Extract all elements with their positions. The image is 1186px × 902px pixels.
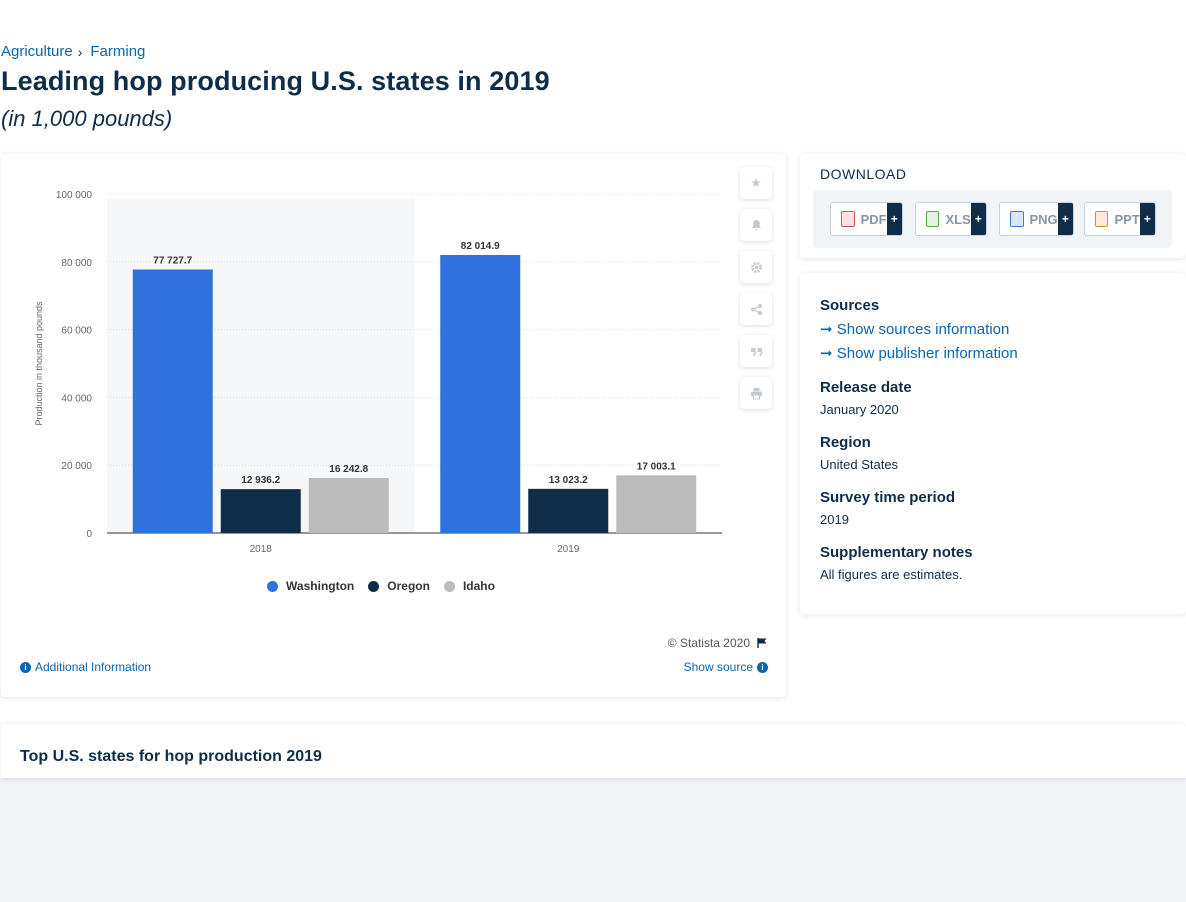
show-sources-link[interactable]: ➞ Show sources information [820,320,1009,338]
download-title: DOWNLOAD [820,166,907,182]
breadcrumb: Agriculture › Farming [1,43,145,60]
download-pdf-label: PDF [860,211,887,227]
copyright-text: © Statista 2020 [667,636,750,650]
star-icon[interactable]: ★ [740,167,772,199]
legend-label: Idaho [462,579,495,593]
bar-idaho-2019 [616,475,697,533]
legend-item-idaho[interactable]: Idaho [443,579,495,593]
show-publisher-link[interactable]: ➞ Show publisher information [820,344,1018,362]
y-tick-label: 0 [86,529,92,540]
legend-label: Oregon [387,579,430,593]
ppt-file-icon [1095,211,1109,227]
bar-oregon-2019 [528,488,609,533]
data-label: 16 242.8 [329,464,368,475]
download-xls-button[interactable]: XLS + [915,202,987,236]
show-source-link[interactable]: Show source i [684,660,768,674]
breadcrumb-agriculture[interactable]: Agriculture [1,43,73,60]
download-png-label: PNG [1029,211,1058,227]
download-ppt-label: PPT [1114,211,1140,227]
region-value: United States [820,457,899,472]
bar-washington-2019 [440,254,521,533]
gear-icon[interactable] [740,251,772,283]
download-ppt-button[interactable]: PPT + [1084,202,1156,236]
print-icon[interactable] [740,377,772,409]
share-icon[interactable] [740,293,772,325]
survey-period-value: 2019 [820,512,849,527]
info-icon: i [757,661,768,673]
bar-idaho-2018 [308,477,389,533]
show-publisher-label: Show publisher information [836,345,1018,362]
xls-file-icon [926,211,940,227]
additional-information-link[interactable]: i Additional Information [20,660,151,674]
arrow-right-icon: ➞ [820,345,833,362]
plus-icon: + [886,203,902,235]
region-label: Region [820,434,871,451]
sources-label: Sources [820,297,880,314]
data-label: 82 014.9 [461,241,500,252]
y-tick-label: 60 000 [61,326,92,337]
pdf-file-icon [841,211,855,227]
download-xls-label: XLS [945,211,971,227]
chart-legend: Washington Oregon Idaho [1,579,761,593]
page-title: Leading hop producing U.S. states in 201… [1,66,550,96]
plus-icon: + [970,203,986,235]
y-tick-label: 40 000 [61,393,92,404]
release-date-value: January 2020 [820,402,899,417]
breadcrumb-farming[interactable]: Farming [90,43,146,60]
chart-tools: ★ [740,167,772,419]
related-statistic-title[interactable]: Top U.S. states for hop production 2019 [20,748,322,765]
legend-item-oregon[interactable]: Oregon [368,579,430,593]
statistic-details-card: Sources ➞ Show sources information ➞ Sho… [800,273,1186,614]
bar-chart: 0 20 000 40 000 60 000 80 000 100 000 Producti… [34,190,722,555]
plus-icon: + [1139,203,1155,235]
flag-icon[interactable] [756,637,768,649]
copyright: © Statista 2020 [668,636,768,650]
supplementary-notes-label: Supplementary notes [820,544,973,561]
y-tick-label: 80 000 [61,258,92,269]
additional-information-label: Additional Information [35,660,152,674]
quote-icon[interactable] [740,335,772,367]
bar-washington-2018 [132,269,213,533]
related-statistic-card: Top U.S. states for hop production 2019 [1,724,1186,778]
download-pdf-button[interactable]: PDF + [830,202,903,236]
data-label: 13 023.2 [549,475,588,486]
legend-label: Washington [286,579,355,593]
y-tick-label: 100 000 [56,190,93,201]
survey-period-label: Survey time period [820,489,956,506]
plus-icon: + [1057,203,1073,235]
page-subtitle: (in 1,000 pounds) [1,106,173,131]
arrow-right-icon: ➞ [820,321,833,338]
download-png-button[interactable]: PNG + [999,202,1074,236]
legend-item-washington[interactable]: Washington [267,579,354,593]
legend-dot [368,580,380,592]
supplementary-notes-value: All figures are estimates. [820,567,963,582]
bell-icon[interactable] [740,209,772,241]
data-label: 12 936.2 [241,475,280,486]
show-sources-label: Show sources information [836,321,1010,338]
data-label: 77 727.7 [153,256,192,267]
bar-oregon-2018 [220,489,301,533]
x-tick-label: 2018 [250,544,273,555]
show-source-label: Show source [683,660,753,674]
download-card: DOWNLOAD PDF + XLS + PNG + PPT + [800,154,1186,258]
release-date-label: Release date [820,379,912,396]
data-label: 17 003.1 [637,461,676,472]
chart-card: 0 20 000 40 000 60 000 80 000 100 000 Producti… [1,154,786,697]
x-tick-label: 2019 [557,544,580,555]
legend-dot [267,580,279,592]
y-axis-label: Production in thousand pounds [34,301,44,426]
png-file-icon [1010,211,1024,227]
info-icon: i [20,661,31,673]
breadcrumb-separator: › [77,43,83,60]
download-row: PDF + XLS + PNG + PPT + [813,190,1172,248]
y-tick-label: 20 000 [61,461,92,472]
legend-dot [443,580,455,592]
